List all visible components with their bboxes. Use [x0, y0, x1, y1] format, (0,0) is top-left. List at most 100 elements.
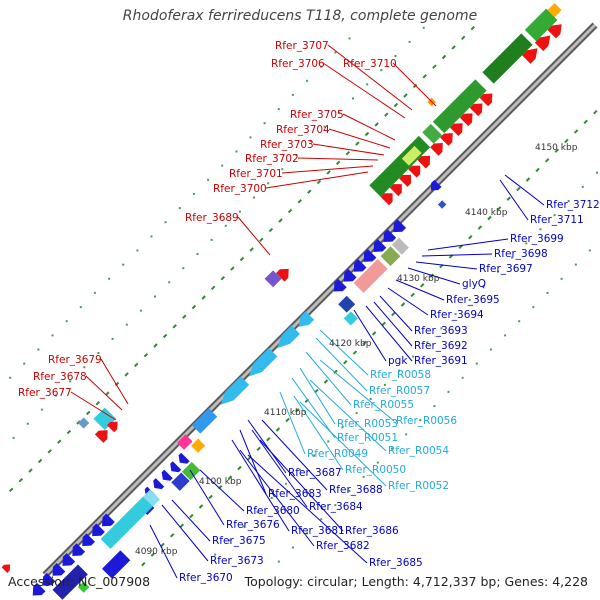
gc-dot: [398, 369, 400, 372]
leader-line: [261, 419, 328, 491]
gc-dot: [567, 200, 570, 202]
tick-mark: [333, 369, 338, 375]
gene-arrow: [430, 179, 442, 191]
tick-mark: [391, 311, 396, 317]
gene-arrow: [249, 348, 278, 377]
gc-dot: [588, 249, 591, 252]
tick-mark: [285, 417, 290, 423]
gene-block: [343, 311, 358, 326]
tick-mark: [400, 302, 406, 307]
tick-mark: [345, 150, 351, 156]
gc-dot: [447, 390, 450, 393]
gc-dot: [532, 306, 535, 309]
tick-mark: [326, 170, 331, 175]
gene-label: Rfer_3692: [414, 340, 468, 352]
gc-dot: [154, 295, 156, 298]
tick-mark: [487, 215, 492, 221]
gc-dot: [383, 383, 386, 386]
tick-mark: [355, 141, 360, 146]
gc-dot: [122, 263, 125, 266]
gene-label: Rfer_3680: [246, 505, 300, 517]
gc-dot: [525, 242, 528, 245]
tick-mark: [143, 352, 149, 358]
gene-label: Rfer_3695: [446, 294, 500, 306]
gc-dot: [267, 182, 270, 185]
gc-dot: [55, 394, 57, 397]
gc-dot: [482, 284, 485, 287]
leader-line: [291, 377, 336, 439]
gene-arrow: [534, 35, 551, 52]
leader-line: [251, 429, 308, 508]
gc-dot: [178, 207, 181, 210]
backbone-highlight: [43, 23, 597, 577]
gc-dot: [394, 55, 397, 57]
tick-mark: [278, 218, 283, 223]
gene-arrow: [363, 249, 377, 262]
leader-line: [373, 301, 413, 347]
gc-dot: [295, 154, 298, 156]
tick-mark: [275, 427, 281, 432]
gene-label: Rfer_3702: [245, 153, 299, 165]
gc-dot: [422, 26, 425, 29]
gene-arrow: [161, 469, 173, 481]
gc-dot: [454, 313, 457, 316]
gene-label: Rfer_R0056: [396, 415, 457, 427]
gc-dot: [26, 422, 29, 425]
label-leaders: [70, 44, 545, 579]
gc-dot: [362, 475, 365, 478]
gc-dot: [348, 489, 351, 492]
leader-line: [305, 351, 352, 406]
gc-dot: [405, 433, 408, 436]
leader-line: [387, 287, 429, 316]
tick-mark: [259, 237, 264, 243]
gc-dot: [376, 461, 379, 464]
gc-dot: [221, 164, 224, 167]
gc-dot: [40, 408, 43, 411]
tick-mark: [95, 400, 101, 406]
gene-label: Rfer_3705: [290, 109, 344, 121]
gene-arrow: [82, 533, 95, 547]
gc-dot: [433, 405, 436, 408]
gc-dot: [309, 139, 312, 142]
leader-line: [259, 439, 344, 532]
tick-mark: [441, 54, 447, 60]
gene-label: Rfer_3711: [530, 214, 584, 226]
gc-dot: [214, 553, 217, 556]
gene-arrow: [72, 543, 86, 556]
tick-mark: [47, 449, 52, 454]
gene-arrow: [430, 143, 443, 156]
gc-dot: [238, 210, 241, 213]
gene-label: Rfer_R0051: [337, 432, 398, 444]
leader-line: [70, 391, 117, 421]
gene-block: [191, 408, 218, 434]
gene-block: [171, 472, 190, 491]
tick-mark: [256, 446, 261, 452]
tick-mark: [573, 129, 579, 134]
gene-arrow: [178, 452, 190, 464]
tick-mark: [85, 410, 91, 416]
leader-line: [85, 375, 123, 411]
gene-arrow: [276, 268, 289, 282]
tick-mark: [374, 122, 379, 127]
tick-mark: [249, 247, 254, 252]
gene-arrow: [522, 48, 538, 64]
tick-mark: [419, 283, 425, 288]
tick-mark: [237, 465, 242, 471]
gc-dot: [468, 299, 471, 301]
gc-dot: [277, 108, 280, 111]
gene-label: Rfer_3701: [229, 168, 283, 180]
leader-line: [281, 165, 374, 174]
gene-label: Rfer_3688: [329, 484, 383, 496]
gc-dot: [366, 83, 369, 86]
tick-mark: [535, 167, 540, 173]
gc-dot: [182, 267, 185, 270]
gc-dot: [426, 341, 429, 344]
gene-label: Rfer_R0049: [307, 448, 368, 460]
gene-arrow: [52, 563, 66, 576]
gene-arrow: [449, 123, 463, 136]
gene-arrow: [469, 103, 483, 117]
leader-line: [171, 499, 211, 542]
gc-dot: [497, 270, 499, 273]
tick-mark: [172, 324, 177, 329]
tick-mark: [179, 523, 185, 528]
